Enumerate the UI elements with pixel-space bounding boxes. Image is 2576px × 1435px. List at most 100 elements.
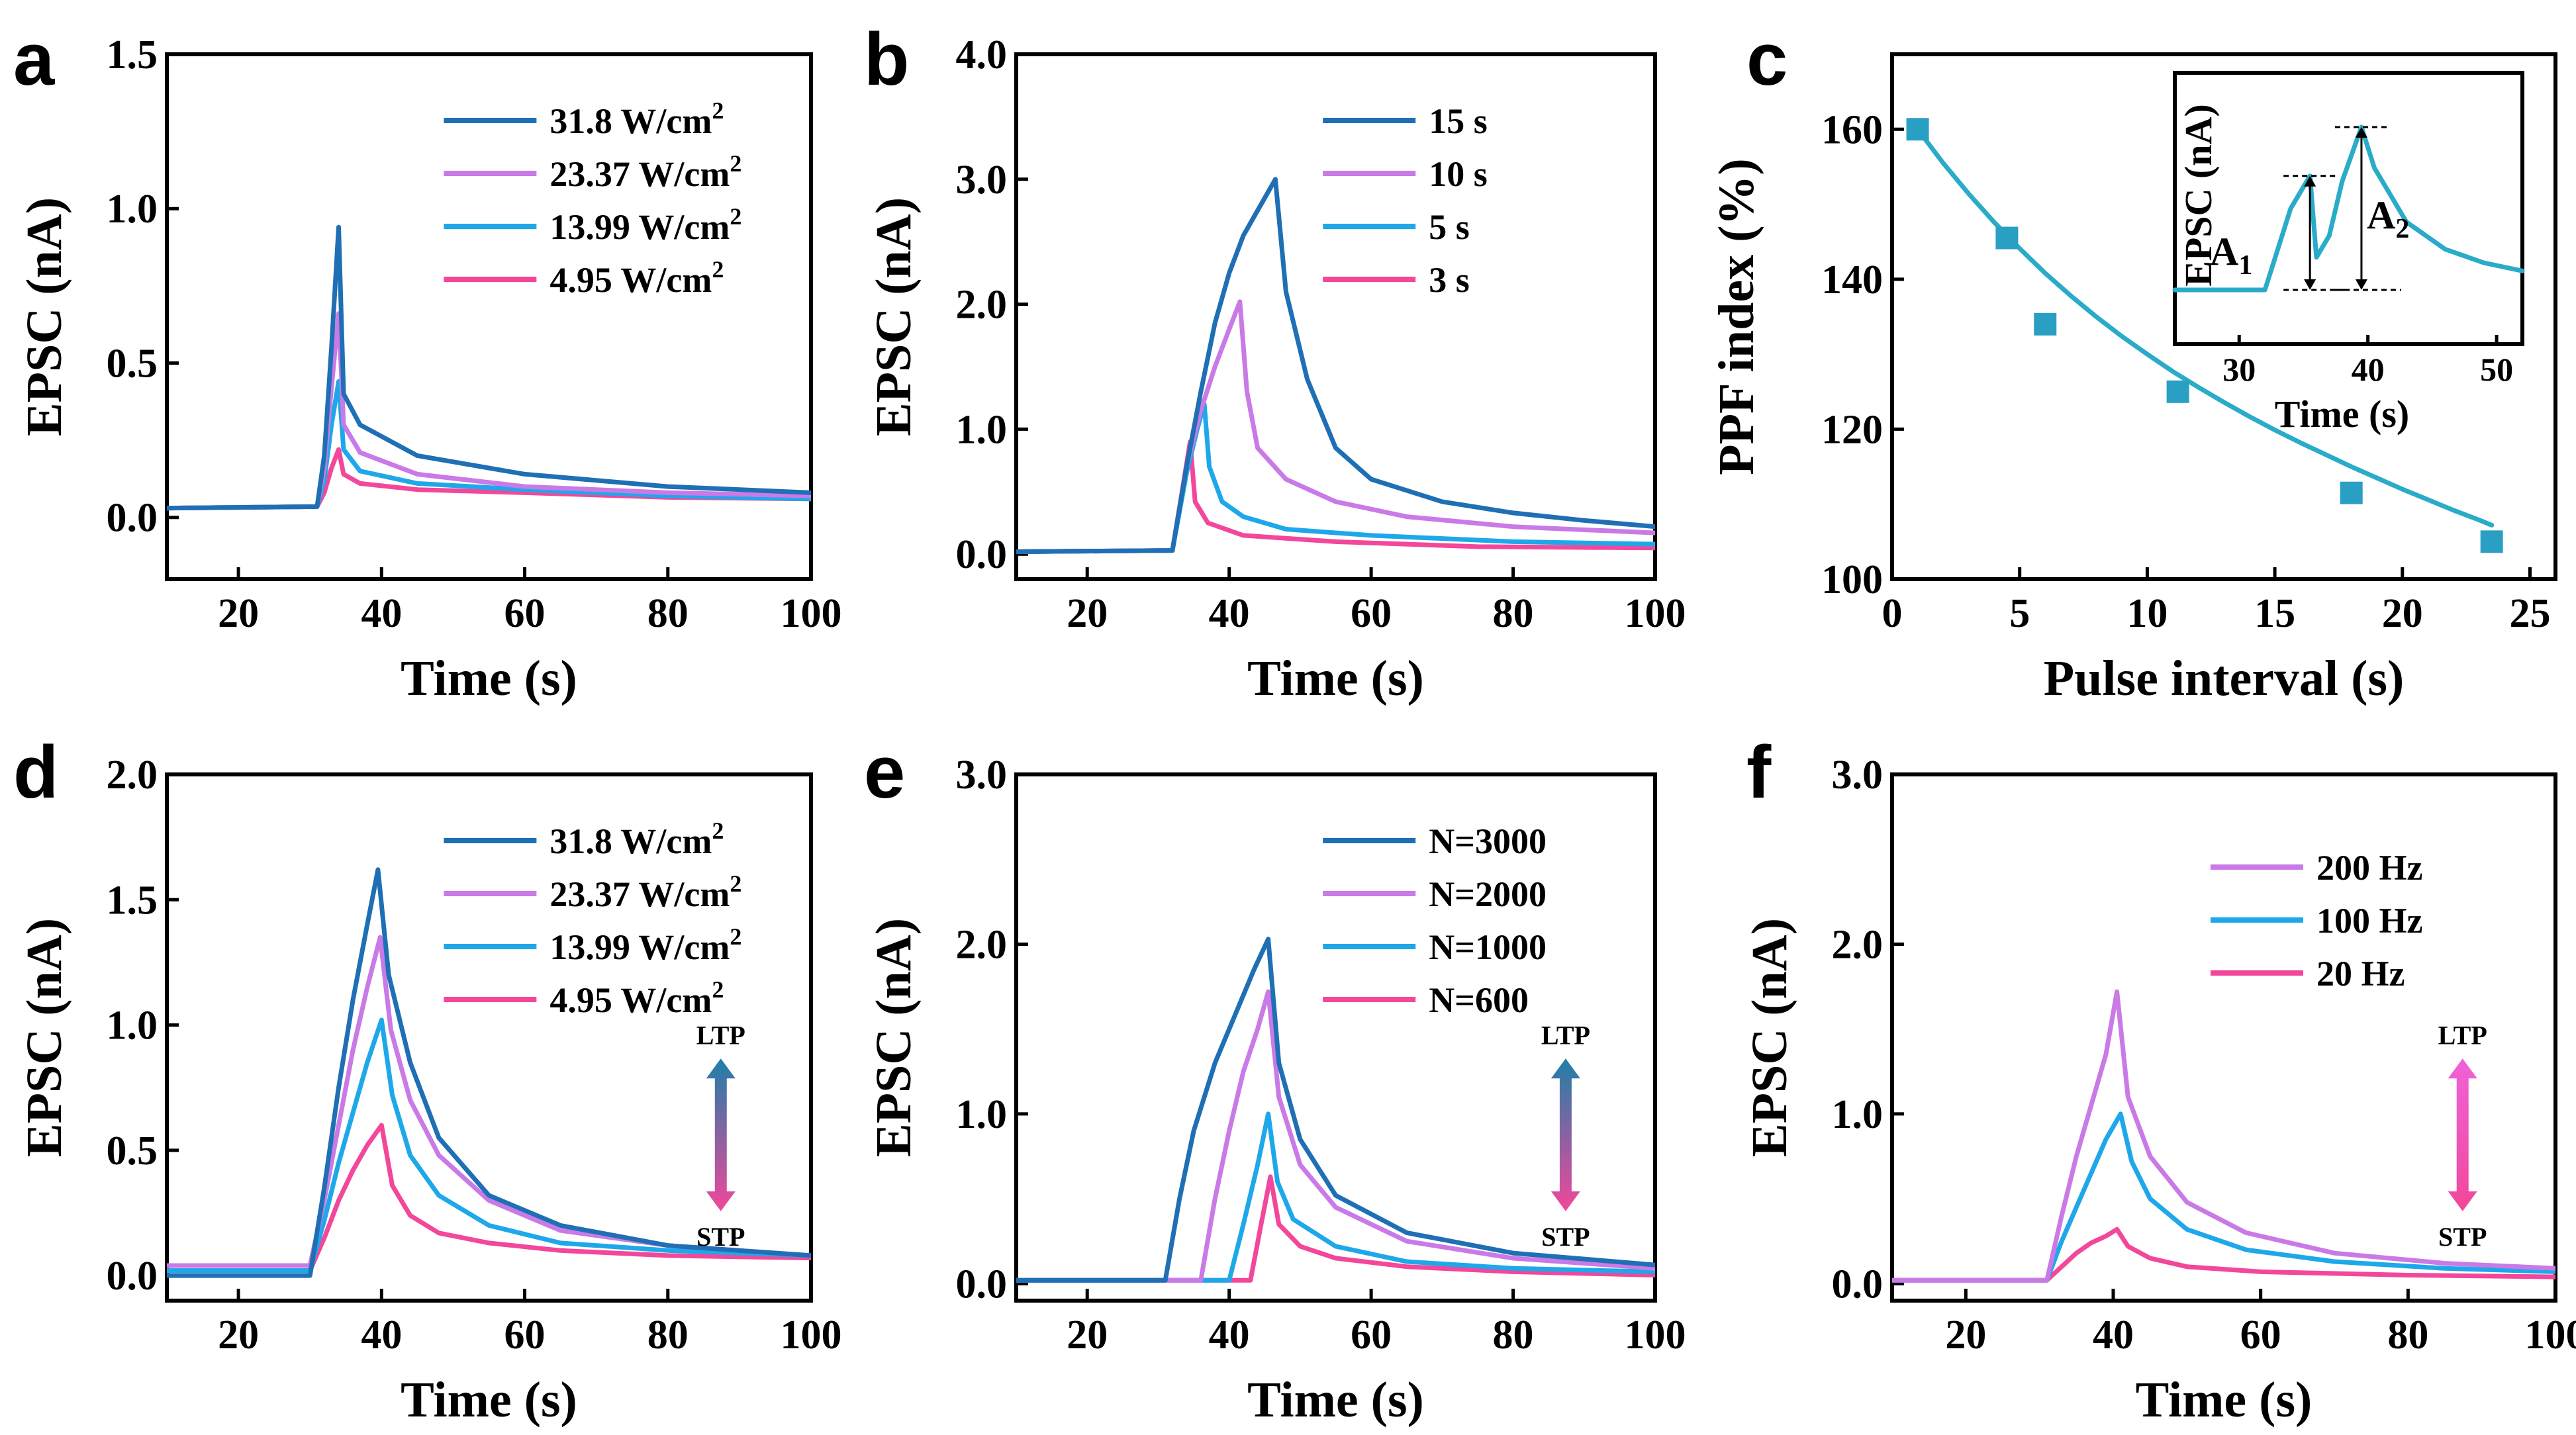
series-line-0 [167, 867, 811, 1278]
legend-label-superscript: 2 [730, 870, 741, 897]
legend-label-text: N=600 [1429, 980, 1529, 1020]
series-line-1 [1016, 299, 1655, 554]
series-line-0 [1016, 177, 1655, 554]
ltp-label: LTP [1541, 1020, 1590, 1050]
x-tick-label: 80 [1493, 1313, 1534, 1358]
legend-label-text: 13.99 W/cm [549, 207, 730, 247]
data-point [1906, 118, 1929, 141]
series-line-2 [167, 1017, 811, 1273]
double-arrow-icon [1550, 1058, 1580, 1211]
legend-label-superscript: 2 [712, 817, 724, 844]
y-tick-label: 3.0 [1832, 753, 1884, 798]
y-tick-label: 0.0 [956, 1262, 1008, 1307]
y-tick-label: 2.0 [1832, 922, 1884, 967]
panel-letter-d: d [13, 731, 58, 813]
x-axis-label: Time (s) [2136, 1372, 2313, 1428]
y-tick-label: 2.0 [956, 283, 1008, 328]
legend-label: 4.95 W/cm2 [549, 256, 724, 300]
x-tick-label: 100 [1625, 591, 1686, 636]
legend-label: 23.37 W/cm2 [549, 150, 741, 194]
y-tick-label: 1.5 [107, 32, 158, 77]
x-tick-label: 60 [504, 1313, 546, 1358]
inset-frame [2173, 71, 2524, 346]
plot-frame [1890, 52, 2557, 581]
panel-letter-c: c [1746, 18, 1788, 101]
series-line-3 [167, 447, 811, 511]
arrow-up-icon [2355, 127, 2367, 138]
a2-label-subscript: 2 [2395, 214, 2409, 244]
x-tick-label: 25 [2509, 591, 2550, 636]
ltp-label: LTP [2438, 1020, 2487, 1050]
series-line-0 [1016, 937, 1655, 1283]
inset-trace [2172, 124, 2525, 293]
legend-label: 100 Hz [2316, 901, 2422, 941]
x-tick-label: 20 [1945, 1313, 1986, 1358]
inset-x-tick-label: 50 [2480, 351, 2513, 388]
y-tick-label: 0.0 [107, 1254, 158, 1299]
panel-f: f 20 40 60 80 100 0.0 1.0 2.0 3.0 Time (s) EPSC (nA… [1742, 731, 2576, 1428]
x-tick-label: 20 [218, 1313, 259, 1358]
arrow-up-icon [2304, 175, 2316, 187]
y-tick-label: 1.5 [107, 878, 158, 923]
a2-label: A2 [2367, 193, 2409, 244]
legend-label: 4.95 W/cm2 [549, 976, 724, 1020]
y-axis-label: EPSC (nA) [1742, 918, 1797, 1157]
legend-label: 3 s [1429, 260, 1470, 300]
x-tick-label: 100 [1625, 1313, 1686, 1358]
x-axis-label: Time (s) [401, 651, 577, 706]
y-tick-label: 0.0 [1832, 1262, 1884, 1307]
legend-label: N=1000 [1429, 927, 1547, 967]
y-axis-label: EPSC (nA) [17, 197, 72, 436]
x-axis-label: Pulse interval (s) [2044, 651, 2405, 706]
plot-frame [165, 52, 813, 581]
series-line-3 [167, 1123, 811, 1273]
legend-label-superscript: 2 [712, 976, 724, 1003]
legend-label-text: 23.37 W/cm [549, 874, 730, 914]
legend-label-text: 31.8 W/cm [549, 101, 712, 141]
stp-label: STP [2438, 1222, 2487, 1252]
stp-label: STP [696, 1222, 745, 1252]
legend-label: N=600 [1429, 980, 1529, 1020]
x-tick-label: 0 [1882, 591, 1903, 636]
legend-label: 23.37 W/cm2 [549, 870, 741, 914]
double-arrow-icon [2448, 1058, 2477, 1211]
panel-b: b 20 40 60 80 100 0.0 1.0 2.0 3.0 4.0 Time (s) EPSC … [864, 18, 1686, 706]
a2-label-text: A [2367, 193, 2395, 237]
legend-label-text: 4.95 W/cm [549, 980, 712, 1020]
inset-x-axis-label: Time (s) [2275, 393, 2410, 436]
series-line-3 [1016, 1174, 1655, 1283]
y-tick-label: 1.0 [956, 407, 1008, 452]
legend-label: 31.8 W/cm2 [549, 817, 724, 861]
y-tick-label: 100 [1821, 557, 1883, 602]
legend-label: 13.99 W/cm2 [549, 203, 741, 247]
y-tick-label: 2.0 [956, 922, 1008, 967]
y-tick-label: 4.0 [956, 32, 1008, 77]
x-tick-label: 20 [1067, 1313, 1108, 1358]
x-axis-label: Time (s) [1247, 1372, 1424, 1428]
data-point [2034, 312, 2057, 336]
x-tick-label: 100 [2525, 1313, 2576, 1358]
y-axis-label: PPF index (%) [1709, 158, 1764, 475]
data-point [1995, 226, 2019, 250]
panel-e: e 20 40 60 80 100 0.0 1.0 2.0 3.0 Time (s) EPSC (nA… [864, 731, 1686, 1428]
legend-label-text: 31.8 W/cm [549, 821, 712, 861]
ltp-stp-annotation: LTP STP [696, 1020, 745, 1252]
series-line-0 [1892, 989, 2555, 1283]
a1-label-subscript: 1 [2238, 250, 2252, 281]
legend-label-text: N=2000 [1429, 874, 1547, 914]
arrow-down-icon [2304, 279, 2316, 290]
y-axis-label: EPSC (nA) [17, 918, 72, 1157]
x-tick-label: 40 [2093, 1313, 2134, 1358]
legend-label: 200 Hz [2316, 848, 2422, 888]
legend-label-text: 200 Hz [2316, 848, 2422, 888]
x-tick-label: 40 [1209, 1313, 1250, 1358]
y-tick-label: 0.0 [107, 496, 158, 541]
x-tick-label: 40 [361, 1313, 402, 1358]
legend-label-superscript: 2 [730, 923, 741, 950]
legend-label-superscript: 2 [730, 203, 741, 230]
legend-label-text: N=3000 [1429, 821, 1547, 861]
y-axis-label: EPSC (nA) [866, 197, 922, 436]
legend-label-text: 3 s [1429, 260, 1470, 300]
x-tick-label: 60 [2240, 1313, 2281, 1358]
